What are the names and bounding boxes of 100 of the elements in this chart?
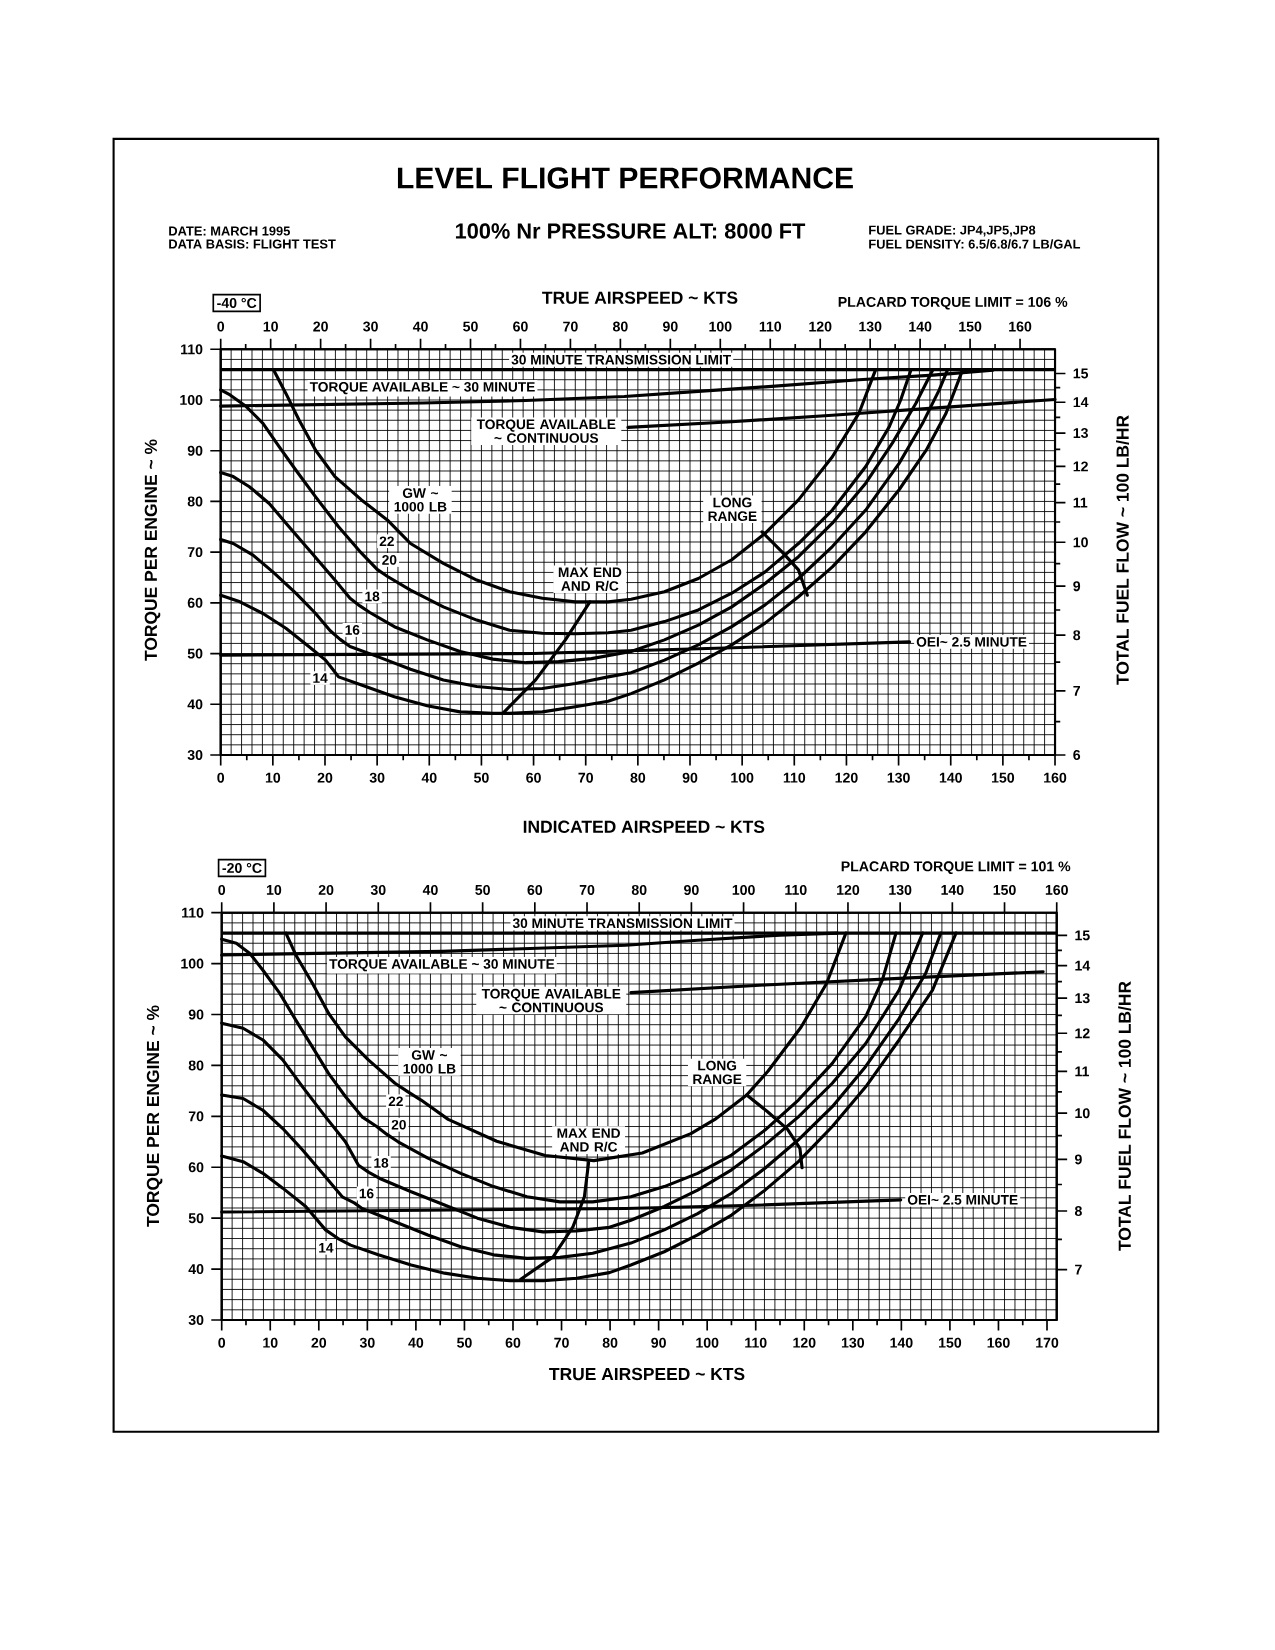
- x-tick-label: 20: [317, 772, 333, 783]
- series-label: 16: [345, 625, 360, 635]
- text: -40 °C: [217, 297, 257, 308]
- series-label: OEI~ 2.5 MINUTE: [916, 637, 1027, 647]
- series-label: TORQUE AVAILABLE ~ 30 MINUTE: [309, 382, 535, 395]
- y2-tick-label: 14: [1075, 960, 1091, 971]
- x-tick-label: 130: [841, 1337, 865, 1348]
- x2-tick-label: 40: [422, 884, 438, 895]
- series-label: 20: [382, 555, 397, 565]
- x-tick-label: 40: [421, 772, 437, 783]
- series-label: TORQUE AVAILABLE ~ 30 MINUTE: [329, 959, 555, 972]
- x-tick-label: 60: [526, 772, 541, 783]
- x2-tick-label: 100: [709, 321, 732, 332]
- y-tick-label: 50: [188, 1213, 204, 1224]
- x-tick-label: 70: [554, 1337, 569, 1348]
- x2-tick-label: 140: [909, 321, 932, 332]
- series-label: 14: [313, 673, 328, 683]
- text: PLACARD TORQUE LIMIT = 106 %: [838, 296, 1068, 310]
- y2-tick-label: 13: [1075, 993, 1090, 1004]
- y2-tick-label: 13: [1073, 428, 1088, 439]
- y2-tick-label: 11: [1073, 497, 1088, 508]
- x-tick-label: 130: [887, 772, 910, 783]
- series-label: 20: [391, 1119, 406, 1130]
- y-axis-title: TORQUE PER ENGINE ~ %: [146, 1005, 163, 1227]
- x2-tick-label: 150: [993, 884, 1016, 895]
- x-tick-label: 80: [602, 1337, 618, 1348]
- x-tick-label: 30: [369, 772, 385, 783]
- x-tick-label: 10: [263, 1337, 278, 1348]
- x2-tick-label: 20: [318, 884, 334, 895]
- series-label: MAX END AND R/C: [557, 1128, 620, 1152]
- y2-tick-label: 15: [1073, 368, 1089, 379]
- x2-tick-label: 30: [363, 321, 378, 332]
- y2-tick-label: 9: [1073, 581, 1081, 592]
- y2-tick-label: 10: [1073, 537, 1088, 548]
- x2-tick-label: 110: [759, 321, 782, 332]
- y-tick-label: 60: [187, 597, 203, 608]
- x-tick-label: 90: [682, 772, 698, 783]
- y-tick-label: 110: [181, 344, 203, 355]
- y2-tick-label: 11: [1075, 1066, 1089, 1077]
- x-tick-label: 40: [408, 1337, 424, 1348]
- x2-tick-label: 100: [732, 884, 755, 895]
- x2-tick-label: 160: [1045, 884, 1068, 895]
- series-label: 14: [319, 1243, 334, 1253]
- x-tick-label: 160: [987, 1337, 1010, 1348]
- y-tick-label: 80: [187, 496, 203, 507]
- x2-tick-label: 40: [412, 321, 428, 332]
- x2-tick-label: 130: [859, 321, 882, 332]
- x2-tick-label: 60: [527, 884, 543, 895]
- chart-title: LEVEL FLIGHT PERFORMANCE: [397, 167, 853, 189]
- x-tick-label: 150: [991, 772, 1015, 783]
- x2-tick-label: 150: [959, 321, 982, 332]
- y-tick-label: 30: [188, 1314, 204, 1325]
- y-tick-label: 90: [188, 1009, 204, 1020]
- y2-tick-label: 7: [1073, 685, 1080, 696]
- x2-tick-label: 90: [684, 884, 699, 895]
- y2-tick-label: 12: [1075, 1028, 1090, 1039]
- y2-tick-label: 7: [1075, 1264, 1082, 1275]
- x-tick-label: 150: [939, 1337, 962, 1348]
- x-tick-label: 0: [217, 772, 225, 783]
- y2-axis-title: TOTAL FUEL FLOW ~ 100 LB/HR: [1118, 981, 1132, 1251]
- y2-tick-label: 15: [1075, 930, 1090, 941]
- series-label: TORQUE AVAILABLE ~ CONTINUOUS: [481, 988, 621, 1013]
- annotation: GW ~ 1000 LB: [403, 1050, 456, 1074]
- x2-axis-title: TRUE AIRSPEED ~ KTS: [542, 291, 738, 304]
- x-tick-label: 50: [457, 1337, 472, 1348]
- y-tick-label: 100: [180, 394, 203, 405]
- x-tick-label: 60: [505, 1337, 521, 1348]
- x2-tick-label: 70: [579, 884, 595, 895]
- x2-tick-label: 0: [218, 884, 226, 895]
- x2-tick-label: 110: [785, 884, 807, 895]
- y-tick-label: 80: [188, 1060, 204, 1071]
- x-tick-label: 110: [783, 772, 806, 783]
- text: DATA BASIS: FLIGHT TEST: [169, 239, 336, 249]
- x-tick-label: 110: [745, 1337, 767, 1348]
- series-label: LONG RANGE: [693, 1060, 742, 1085]
- y2-tick-label: 6: [1073, 749, 1081, 760]
- x-tick-label: 120: [793, 1337, 816, 1348]
- series-label: 22: [388, 1096, 403, 1107]
- x2-tick-label: 80: [612, 321, 628, 332]
- series-label: 18: [365, 591, 380, 602]
- y-tick-label: 50: [187, 648, 203, 659]
- y-axis-title: TORQUE PER ENGINE ~ %: [144, 439, 161, 661]
- y-tick-label: 40: [188, 1264, 204, 1275]
- y2-tick-label: 10: [1075, 1108, 1090, 1119]
- x2-tick-label: 120: [809, 321, 832, 332]
- series-label: LONG RANGE: [708, 497, 757, 522]
- series-label: OEI~ 2.5 MINUTE: [907, 1194, 1018, 1205]
- ref-line-label: 30 MINUTE TRANSMISSION LIMIT: [511, 354, 732, 365]
- x-tick-label: 90: [651, 1337, 666, 1348]
- x-tick-label: 170: [1036, 1337, 1059, 1348]
- x-tick-label: 140: [939, 772, 962, 783]
- x-axis-title: TRUE AIRSPEED ~ KTS: [549, 1367, 745, 1381]
- x-tick-label: 10: [265, 772, 281, 783]
- y2-tick-label: 14: [1073, 397, 1089, 408]
- x-tick-label: 20: [311, 1337, 327, 1348]
- x-tick-label: 160: [1044, 772, 1067, 783]
- x-axis-title: INDICATED AIRSPEED ~ KTS: [523, 820, 765, 833]
- y2-tick-label: 8: [1074, 1206, 1082, 1217]
- annotation: GW ~ 1000 LB: [394, 488, 447, 512]
- text: FUEL DENSITY: 6.5/6.8/6.7 LB/GAL: [869, 239, 1081, 249]
